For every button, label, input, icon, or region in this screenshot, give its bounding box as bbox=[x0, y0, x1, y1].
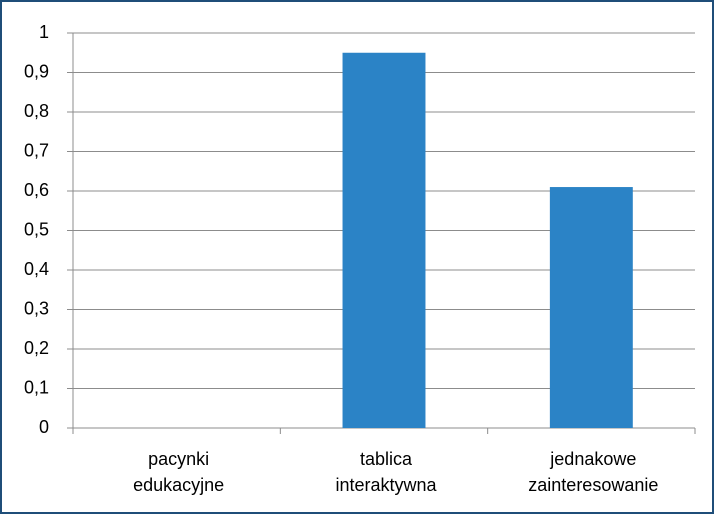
x-tick-label: tablica interaktywna bbox=[335, 449, 437, 495]
x-tick-label: pacynki edukacyjne bbox=[133, 449, 225, 495]
y-tick-label: 0,6 bbox=[24, 180, 49, 200]
y-tick-label: 0,9 bbox=[24, 61, 49, 81]
y-tick-label: 0,8 bbox=[24, 101, 49, 121]
y-tick-label: 0,2 bbox=[24, 338, 49, 358]
bar bbox=[342, 52, 426, 428]
y-tick-label: 1 bbox=[39, 22, 49, 42]
bar bbox=[549, 187, 633, 428]
y-tick-label: 0,1 bbox=[24, 377, 49, 397]
y-tick-label: 0,4 bbox=[24, 259, 49, 279]
y-tick-label: 0,5 bbox=[24, 219, 49, 239]
y-tick-label: 0 bbox=[39, 417, 49, 437]
y-tick-label: 0,3 bbox=[24, 298, 49, 318]
y-tick-label: 0,7 bbox=[24, 140, 49, 160]
x-tick-label: jednakowe zainteresowanie bbox=[528, 449, 659, 495]
